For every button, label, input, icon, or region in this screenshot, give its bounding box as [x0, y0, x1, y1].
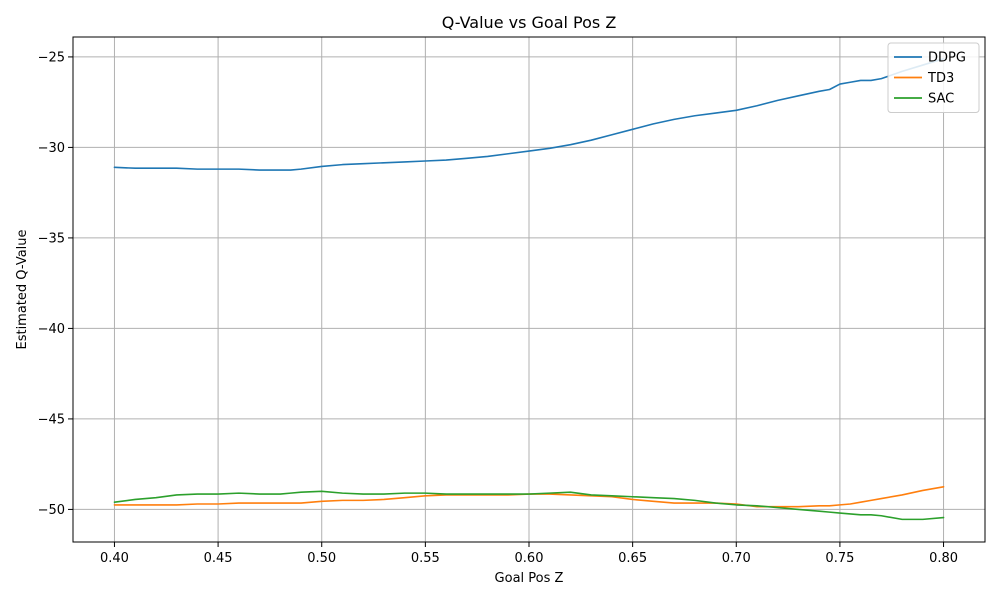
legend-label-sac: SAC: [928, 92, 954, 107]
legend: DDPG TD3 SAC: [887, 42, 980, 113]
x-tick-label: 0.40: [100, 551, 129, 566]
legend-label-td3: TD3: [927, 71, 954, 86]
y-tick-label: −30: [38, 141, 65, 156]
grid-lines: [73, 37, 985, 542]
series-line-sac: [113, 490, 945, 521]
y-tick-label: −50: [38, 503, 65, 518]
x-axis-ticks: 0.40 0.45 0.50 0.55 0.60 0.65 0.70 0.75 0.80: [100, 542, 958, 566]
x-tick-label: 0.65: [618, 551, 647, 566]
legend-label-ddpg: DDPG: [928, 51, 966, 66]
y-tick-label: −35: [38, 231, 65, 246]
chart-title: Q-Value vs Goal Pos Z: [442, 13, 617, 32]
x-tick-label: 0.80: [929, 551, 958, 566]
y-axis-ticks: −50 −45 −40 −35 −30 −25: [38, 50, 73, 518]
x-tick-label: 0.60: [515, 551, 544, 566]
legend-box: [887, 42, 980, 113]
x-tick-label: 0.75: [825, 551, 854, 566]
y-axis-title: Estimated Q-Value: [15, 229, 30, 349]
series-lines: [113, 57, 945, 521]
x-tick-label: 0.50: [307, 551, 336, 566]
x-tick-label: 0.70: [722, 551, 751, 566]
x-tick-label: 0.45: [204, 551, 233, 566]
y-tick-label: −25: [38, 50, 65, 65]
x-tick-label: 0.55: [411, 551, 440, 566]
y-tick-label: −45: [38, 412, 65, 427]
x-axis-title: Goal Pos Z: [495, 571, 564, 586]
series-line-ddpg: [113, 57, 945, 171]
y-tick-label: −40: [38, 322, 65, 337]
